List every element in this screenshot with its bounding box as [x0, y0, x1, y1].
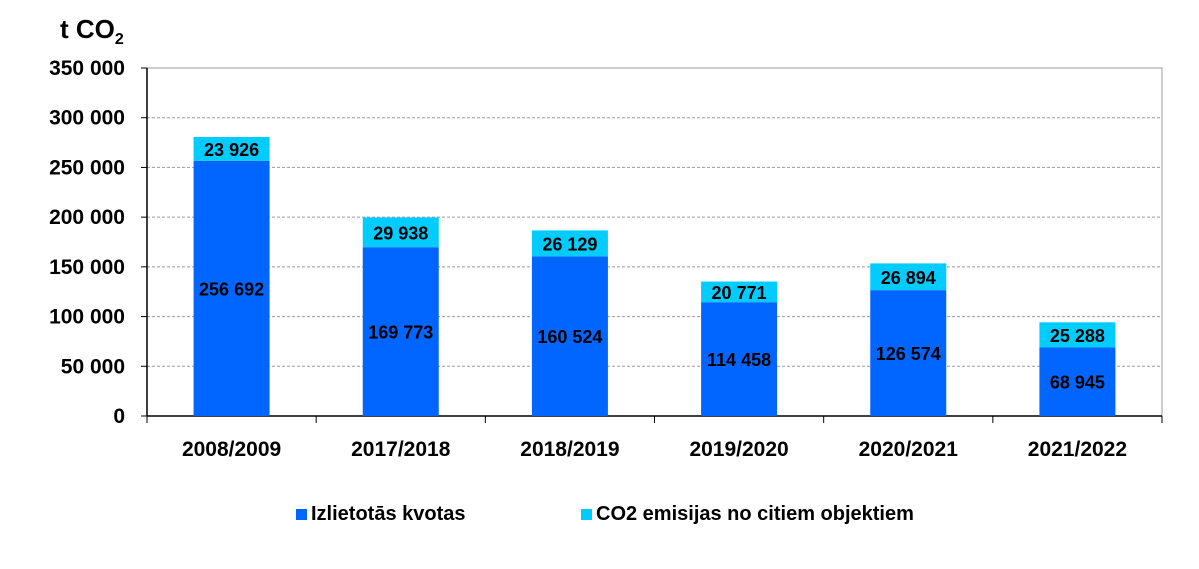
bar-co2-citi-objekti	[701, 281, 778, 303]
legend-label: Izlietotās kvotas	[311, 503, 466, 525]
y-tick-label: 250 000	[49, 156, 125, 179]
legend-swatch	[296, 509, 307, 520]
bar-izlietotas-kvotas	[870, 290, 947, 416]
x-tick-label: 2008/2009	[182, 438, 281, 461]
y-unit-label: t CO2	[60, 14, 124, 49]
plot-area-border	[146, 67, 1163, 417]
bar-co2-citi-objekti	[1039, 322, 1116, 348]
y-tick-label: 300 000	[49, 107, 125, 130]
y-tick-label: 350 000	[49, 57, 125, 80]
bar-izlietotas-kvotas	[362, 247, 439, 416]
x-tick-label: 2021/2022	[1028, 438, 1127, 461]
legend-swatch	[581, 509, 592, 520]
data-label-izlietotas-kvotas: 160 524	[537, 327, 602, 347]
x-tick-label: 2020/2021	[859, 438, 959, 461]
data-label-co2-citi-objekti: 26 129	[542, 234, 597, 254]
bar-izlietotas-kvotas	[193, 160, 270, 416]
data-label-co2-citi-objekti: 20 771	[712, 283, 767, 303]
y-tick-label: 150 000	[49, 256, 125, 279]
data-label-izlietotas-kvotas: 126 574	[876, 344, 941, 364]
y-tick-label: 0	[113, 405, 125, 428]
data-label-izlietotas-kvotas: 114 458	[707, 350, 771, 370]
y-tick-label: 200 000	[49, 206, 125, 229]
bar-izlietotas-kvotas	[531, 256, 608, 416]
data-label-co2-citi-objekti: 26 894	[881, 268, 936, 288]
x-tick-label: 2018/2019	[520, 438, 619, 461]
legend-label: CO2 emisijas no citiem objektiem	[596, 503, 914, 525]
x-tick-label: 2017/2018	[351, 438, 451, 461]
data-label-izlietotas-kvotas: 256 692	[199, 279, 264, 299]
bar-co2-citi-objekti	[362, 217, 439, 248]
y-tick-label: 100 000	[49, 306, 125, 329]
bar-co2-citi-objekti	[531, 230, 608, 257]
data-label-izlietotas-kvotas: 169 773	[368, 323, 433, 343]
data-label-co2-citi-objekti: 29 938	[373, 223, 428, 243]
data-label-izlietotas-kvotas: 68 945	[1050, 373, 1105, 393]
bar-co2-citi-objekti	[870, 263, 947, 291]
y-tick-label: 50 000	[61, 355, 125, 378]
bar-izlietotas-kvotas	[701, 302, 778, 416]
bar-izlietotas-kvotas	[1039, 347, 1116, 416]
data-label-co2-citi-objekti: 23 926	[204, 140, 259, 160]
bar-co2-citi-objekti	[193, 136, 270, 161]
data-label-co2-citi-objekti: 25 288	[1050, 326, 1105, 346]
x-tick-label: 2019/2020	[689, 438, 788, 461]
